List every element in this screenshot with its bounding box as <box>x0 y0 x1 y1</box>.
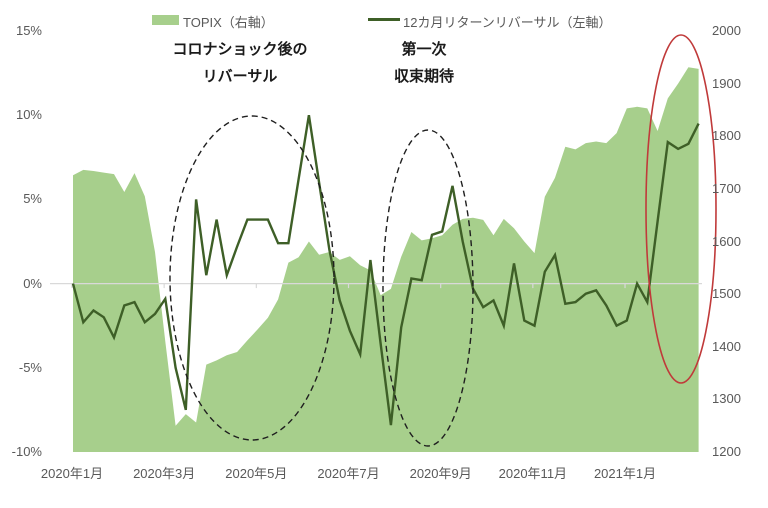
annotation-corona-reversal: コロナショック後の リバーサル <box>130 36 350 90</box>
legend-item-reversal: 12カ月リターンリバーサル（左軸） <box>403 15 612 30</box>
x-axis-label: 2020年5月 <box>225 466 288 481</box>
right-axis-label: 1300 <box>712 391 741 407</box>
x-axis-label: 2021年1月 <box>593 466 657 481</box>
annotation-convergence-line1: 第一次 <box>401 41 447 58</box>
corona-reversal-ellipse <box>169 115 335 441</box>
recent-spike-ellipse <box>645 34 717 384</box>
right-axis-label: 2000 <box>712 23 741 38</box>
right-axis-label: 1200 <box>712 444 741 459</box>
annotation-first-convergence: 第一次 収束期待 <box>334 36 514 90</box>
legend-item-topix: TOPIX（右軸） <box>183 15 274 30</box>
right-axis-label: 1900 <box>712 75 741 91</box>
reversal-line-series <box>71 115 700 426</box>
annotation-corona-line2: リバーサル <box>202 68 278 85</box>
left-axis-label: -5% <box>18 359 42 375</box>
right-axis-label: 1600 <box>712 233 741 249</box>
right-axis-label: 1500 <box>712 286 741 302</box>
legend-area-swatch <box>152 15 179 25</box>
x-axis-label: 2020年11月 <box>498 466 568 481</box>
topix-area-series <box>73 67 699 453</box>
x-axis-label: 2020年9月 <box>409 466 472 481</box>
annotation-convergence-line2: 収束期待 <box>393 68 454 85</box>
legend-line-swatch <box>368 18 400 21</box>
left-axis-label: 15% <box>15 23 42 38</box>
right-axis-label: 1800 <box>712 128 741 144</box>
right-axis-label: 1400 <box>712 338 741 354</box>
left-axis-label: -10% <box>11 444 42 459</box>
right-axis-label: 1700 <box>712 180 741 196</box>
left-axis-label: 5% <box>23 191 42 207</box>
x-axis-label: 2020年3月 <box>133 466 196 481</box>
first-convergence-ellipse <box>382 129 474 447</box>
x-axis-label: 2020年1月 <box>40 466 104 481</box>
x-axis-label: 2020年7月 <box>317 466 380 481</box>
left-axis-label: 0% <box>23 275 42 291</box>
annotation-corona-line1: コロナショック後の <box>172 41 308 58</box>
left-axis-label: 10% <box>15 107 42 123</box>
